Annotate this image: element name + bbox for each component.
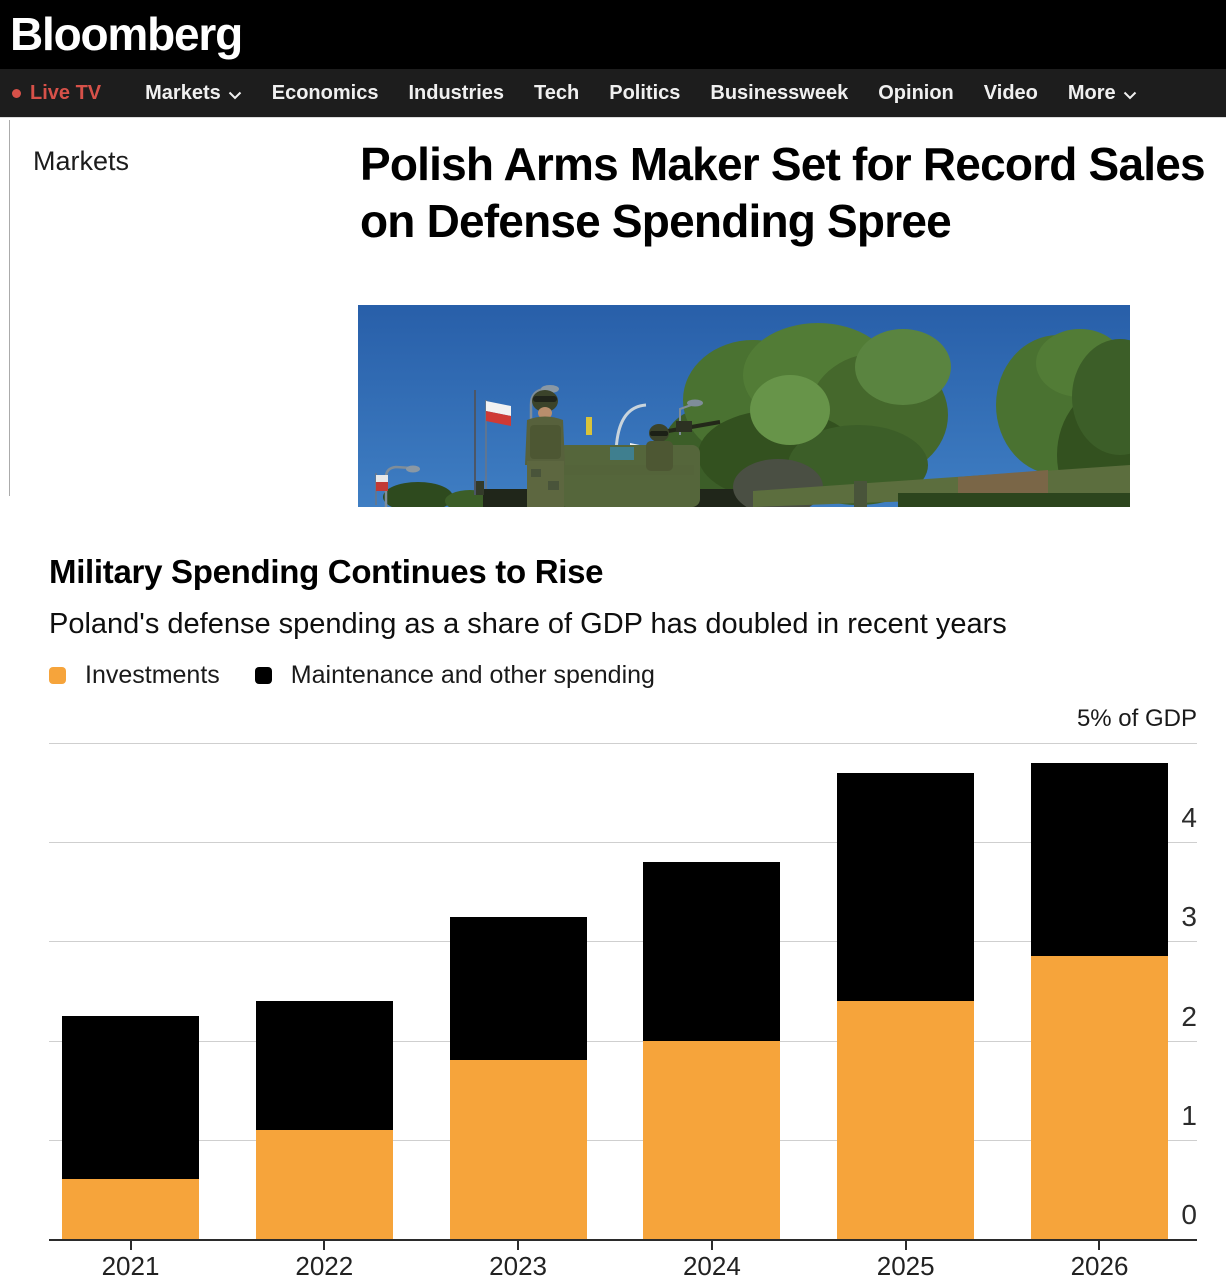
x-axis-cell-2024: 2024: [643, 1241, 780, 1280]
x-tick: [517, 1241, 520, 1250]
x-tick: [129, 1241, 132, 1250]
y-tick-label-3: 3: [1181, 901, 1197, 933]
chart-title: Military Spending Continues to Rise: [49, 553, 604, 590]
legend-label-maintenance: Maintenance and other spending: [290, 660, 655, 689]
nav-item-tech[interactable]: Tech: [534, 82, 579, 105]
x-tick-label-2026: 2026: [1070, 1251, 1129, 1280]
chart-subtitle: Poland's defense spending as a share of …: [49, 608, 1007, 640]
bar-2025-investments: [837, 1000, 975, 1239]
nav-item-markets[interactable]: Markets: [145, 81, 242, 106]
x-tick-label-2024: 2024: [682, 1251, 741, 1280]
bars: [62, 743, 1168, 1239]
nav-item-label: Economics: [271, 81, 379, 104]
live-tv-label: Live TV: [30, 81, 102, 104]
nav-item-label: Businessweek: [710, 81, 849, 104]
top-nav: Live TV Markets Economics Industries Tech Po…: [0, 69, 1226, 118]
section-link-markets[interactable]: Markets: [33, 146, 130, 176]
x-tick-label-2022: 2022: [295, 1251, 354, 1280]
nav-item-label: Industries: [408, 81, 505, 104]
gridline-1: [49, 1139, 1197, 1141]
article-headline: Polish Arms Maker Set for Record Sales o…: [360, 138, 1206, 247]
nav-item-label: Tech: [534, 81, 580, 104]
live-dot-icon: [12, 88, 21, 98]
legend-label-investments: Investments: [85, 660, 220, 689]
nav-item-businessweek[interactable]: Businessweek: [710, 82, 848, 105]
gridline-4: [49, 842, 1197, 844]
nav-item-more[interactable]: More: [1068, 81, 1137, 106]
bar-2023-investments: [449, 1060, 587, 1239]
nav-item-economics[interactable]: Economics: [272, 82, 379, 105]
bar-2023-maintenance-and-other-spending: [449, 916, 587, 1061]
nav-items: Markets Economics Industries Tech Politics Bu…: [145, 81, 1137, 106]
y-tick-label-1: 1: [1181, 1099, 1197, 1131]
x-axis-cell-2021: 2021: [62, 1241, 199, 1280]
gridline-2: [49, 1040, 1197, 1042]
x-tick-label-2021: 2021: [101, 1251, 160, 1280]
bar-2025: [837, 772, 975, 1239]
nav-item-label: Politics: [609, 81, 681, 104]
bar-2024-investments: [643, 1040, 781, 1239]
masthead: Bloomberg: [0, 0, 1226, 69]
x-axis-cell-2026: 2026: [1031, 1241, 1168, 1280]
x-tick: [904, 1241, 907, 1250]
nav-item-label: Opinion: [878, 81, 954, 104]
chart-plot: 4 3 2 1 0: [49, 743, 1197, 1241]
nav-item-video[interactable]: Video: [984, 82, 1038, 105]
bar-2024-maintenance-and-other-spending: [643, 862, 781, 1041]
y-tick-label-2: 2: [1181, 1000, 1197, 1032]
vertical-divider: [9, 120, 10, 496]
bar-2023: [449, 916, 587, 1239]
gridline-5: [49, 743, 1197, 744]
military-vehicle: [483, 420, 1130, 507]
chevron-down-icon: [228, 83, 242, 106]
article-header: Markets Polish Arms Maker Set for Record…: [0, 118, 1226, 507]
bar-2024: [643, 862, 781, 1239]
bar-2021-maintenance-and-other-spending: [62, 1015, 199, 1180]
y-tick-label-0: 0: [1181, 1199, 1197, 1230]
nav-item-live-tv[interactable]: Live TV: [12, 82, 101, 105]
article-photo: [358, 305, 1130, 507]
photo-illustration: [358, 305, 1130, 507]
x-tick: [710, 1241, 713, 1250]
x-tick-label-2025: 2025: [876, 1251, 935, 1280]
x-axis-cell-2023: 2023: [450, 1241, 587, 1280]
soldiers: [476, 390, 673, 507]
chart-section: Military Spending Continues to Rise Pola…: [0, 507, 1226, 1280]
bar-2026-investments: [1030, 956, 1168, 1239]
y-tick-label-4: 4: [1181, 802, 1197, 834]
nav-item-label: Video: [983, 81, 1038, 104]
bar-2022: [255, 1000, 393, 1239]
gridline-3: [49, 941, 1197, 943]
bar-2021: [62, 1015, 199, 1239]
bar-2025-maintenance-and-other-spending: [837, 772, 975, 1001]
legend-item-maintenance: Maintenance and other spending: [254, 660, 655, 690]
bloomberg-logo[interactable]: Bloomberg: [10, 8, 243, 60]
nav-item-label: More: [1067, 81, 1116, 104]
bar-2022-maintenance-and-other-spending: [255, 1000, 393, 1130]
bar-2026-maintenance-and-other-spending: [1030, 762, 1168, 957]
chevron-down-icon: [1123, 83, 1137, 106]
legend-item-investments: Investments: [49, 661, 220, 690]
nav-item-industries[interactable]: Industries: [408, 82, 504, 105]
x-tick-label-2023: 2023: [489, 1251, 548, 1280]
x-axis-cell-2025: 2025: [837, 1241, 974, 1280]
x-axis-cell-2022: 2022: [256, 1241, 393, 1280]
bar-2026: [1030, 762, 1168, 1239]
bar-2021-investments: [62, 1179, 199, 1239]
legend-swatch-investments: [49, 666, 66, 684]
nav-item-label: Markets: [145, 81, 221, 104]
chart-legend: Investments Maintenance and other spendi…: [49, 661, 1226, 689]
legend-swatch-maintenance: [254, 666, 272, 684]
y-axis-unit-label: 5% of GDP: [1076, 705, 1197, 732]
bar-2022-investments: [255, 1129, 393, 1239]
x-axis: 2021 2022 2023 2024 2025 2026: [49, 1241, 1197, 1280]
nav-item-opinion[interactable]: Opinion: [878, 82, 954, 105]
x-tick: [323, 1241, 326, 1250]
x-tick: [1098, 1241, 1101, 1250]
nav-item-politics[interactable]: Politics: [609, 82, 680, 105]
